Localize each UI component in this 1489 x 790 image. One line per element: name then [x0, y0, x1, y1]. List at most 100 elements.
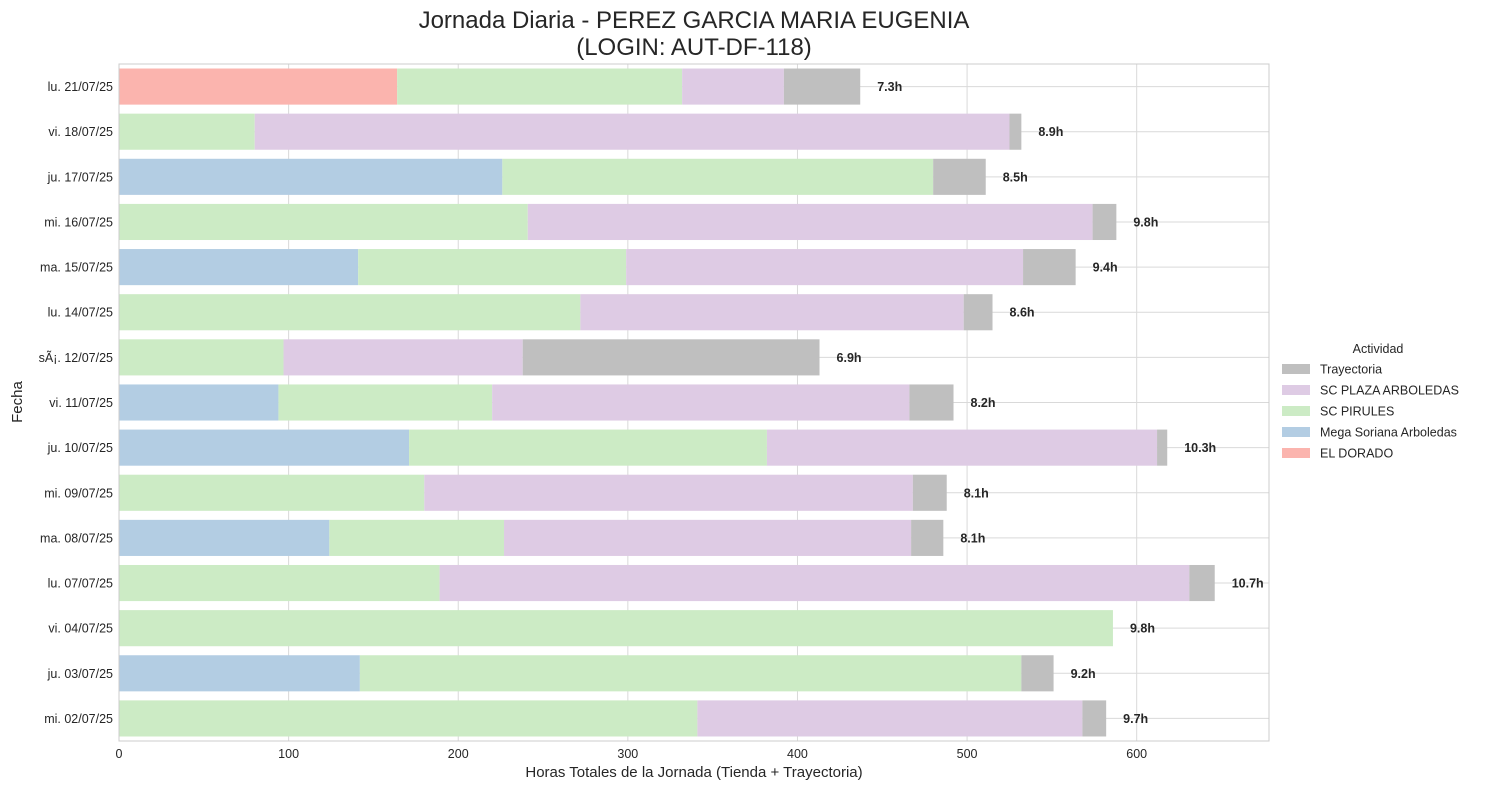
- bar-sc-pirules-8: [409, 429, 767, 466]
- bar-sc-pirules-13: [359, 655, 1022, 692]
- bar-sc-plaza-arboledas-5: [580, 294, 964, 331]
- bar-sc-plaza-arboledas-9: [424, 474, 913, 511]
- legend-swatch-sc-pirules: [1282, 406, 1310, 416]
- data-label-7: 8.2h: [971, 396, 996, 410]
- y-tick-label-13: ju. 03/07/25: [47, 667, 113, 681]
- bar-mega-soriana-arboledas-2: [119, 158, 503, 195]
- bar-sc-pirules-1: [119, 113, 255, 150]
- data-label-1: 8.9h: [1038, 125, 1063, 139]
- data-label-6: 6.9h: [837, 351, 862, 365]
- x-tick-label-0: 0: [116, 747, 123, 761]
- legend-swatch-el-dorado: [1282, 448, 1310, 458]
- y-tick-labels: lu. 21/07/25 vi. 18/07/25 ju. 17/07/25 mi. …: [39, 80, 113, 726]
- data-label-8: 10.3h: [1184, 441, 1216, 455]
- legend-swatch-sc-plaza-arboledas: [1282, 385, 1310, 395]
- x-tick-label-3: 300: [617, 747, 638, 761]
- y-tick-label-11: lu. 07/07/25: [48, 577, 113, 591]
- data-label-12: 9.8h: [1130, 622, 1155, 636]
- legend: Actividad Trayectoria SC PLAZA ARBOLEDAS S…: [1282, 342, 1459, 461]
- legend-label-sc-plaza-arboledas: SC PLAZA ARBOLEDAS: [1320, 384, 1459, 398]
- data-label-13: 9.2h: [1071, 667, 1096, 681]
- bar-sc-pirules-7: [278, 384, 493, 421]
- bar-trayectoria-10: [911, 519, 944, 556]
- y-tick-label-12: vi. 04/07/25: [48, 622, 113, 636]
- x-tick-label-1: 100: [278, 747, 299, 761]
- bar-mega-soriana-arboledas-10: [119, 519, 330, 556]
- legend-label-mega-soriana-arboledas: Mega Soriana Arboledas: [1320, 426, 1457, 440]
- y-tick-label-6: sÃ¡. 12/07/25: [39, 351, 113, 365]
- data-label-10: 8.1h: [960, 531, 985, 545]
- legend-title: Actividad: [1353, 342, 1404, 356]
- bar-sc-plaza-arboledas-3: [527, 203, 1093, 241]
- bar-trayectoria-4: [1023, 249, 1076, 286]
- x-tick-label-5: 500: [957, 747, 978, 761]
- bar-sc-pirules-4: [358, 249, 627, 286]
- bar-sc-plaza-arboledas-8: [766, 429, 1158, 466]
- bar-trayectoria-6: [522, 339, 820, 376]
- plot-frame: [118, 63, 1270, 742]
- legend-swatch-trayectoria: [1282, 364, 1310, 374]
- bar-sc-pirules-14: [119, 700, 698, 737]
- bar-sc-pirules-12: [119, 610, 1113, 647]
- bars: [119, 68, 1215, 737]
- y-tick-label-14: mi. 02/07/25: [44, 712, 113, 726]
- chart-title-line1: Jornada Diaria - PEREZ GARCIA MARIA EUGE…: [419, 7, 970, 34]
- bar-trayectoria-1: [1009, 113, 1022, 150]
- bar-sc-pirules-5: [119, 294, 581, 331]
- data-label-2: 8.5h: [1003, 170, 1028, 184]
- data-label-3: 9.8h: [1133, 215, 1158, 229]
- x-tick-label-4: 400: [787, 747, 808, 761]
- bar-trayectoria-13: [1021, 655, 1054, 692]
- data-labels: 7.3h 8.9h 8.5h 9.8h 9.4h 8.6h 6.9h 8.2h 10.3h 8.1…: [837, 80, 1264, 726]
- bar-sc-pirules-0: [397, 68, 683, 105]
- chart-title-line2: (LOGIN: AUT-DF-118): [576, 34, 812, 61]
- bar-sc-plaza-arboledas-7: [492, 384, 910, 421]
- x-tick-label-6: 600: [1126, 747, 1147, 761]
- bar-trayectoria-3: [1092, 203, 1117, 241]
- data-label-11: 10.7h: [1232, 577, 1264, 591]
- y-tick-label-5: lu. 14/07/25: [48, 306, 113, 320]
- x-tick-label-2: 200: [448, 747, 469, 761]
- bar-trayectoria-0: [783, 68, 861, 105]
- y-tick-label-9: mi. 09/07/25: [44, 486, 113, 500]
- bar-mega-soriana-arboledas-13: [119, 655, 360, 692]
- data-label-4: 9.4h: [1093, 261, 1118, 275]
- bar-sc-plaza-arboledas-10: [504, 519, 912, 556]
- y-tick-label-7: vi. 11/07/25: [49, 396, 113, 410]
- bar-trayectoria-2: [933, 158, 986, 195]
- legend-label-sc-pirules: SC PIRULES: [1320, 405, 1394, 419]
- bar-mega-soriana-arboledas-4: [119, 249, 359, 286]
- bar-trayectoria-8: [1157, 429, 1168, 466]
- y-tick-label-2: ju. 17/07/25: [47, 170, 113, 184]
- legend-swatch-mega-soriana-arboledas: [1282, 427, 1310, 437]
- bar-trayectoria-9: [912, 474, 947, 511]
- data-label-9: 8.1h: [964, 486, 989, 500]
- bar-sc-plaza-arboledas-14: [697, 700, 1083, 737]
- bar-sc-plaza-arboledas-1: [254, 113, 1010, 150]
- bar-sc-plaza-arboledas-11: [439, 564, 1190, 602]
- legend-label-trayectoria: Trayectoria: [1320, 363, 1382, 377]
- y-tick-label-1: vi. 18/07/25: [48, 125, 113, 139]
- y-tick-label-8: ju. 10/07/25: [47, 441, 113, 455]
- bar-sc-pirules-6: [119, 339, 284, 376]
- y-tick-label-4: ma. 15/07/25: [40, 261, 113, 275]
- y-axis-label: Fecha: [9, 381, 26, 423]
- bar-sc-plaza-arboledas-6: [283, 339, 523, 376]
- y-tick-label-0: lu. 21/07/25: [48, 80, 113, 94]
- bar-mega-soriana-arboledas-8: [119, 429, 410, 466]
- bar-sc-pirules-11: [119, 564, 440, 602]
- data-label-5: 8.6h: [1010, 306, 1035, 320]
- x-axis-label: Horas Totales de la Jornada (Tienda + Tr…: [525, 764, 862, 781]
- x-tick-labels: 0 100 200 300 400 500 600: [116, 747, 1148, 761]
- bar-el-dorado-0: [119, 68, 398, 105]
- data-label-0: 7.3h: [877, 80, 902, 94]
- y-tick-label-10: ma. 08/07/25: [40, 531, 113, 545]
- bar-trayectoria-7: [909, 384, 954, 421]
- bar-sc-pirules-3: [119, 203, 528, 241]
- bar-sc-plaza-arboledas-0: [682, 68, 784, 105]
- bar-mega-soriana-arboledas-7: [119, 384, 279, 421]
- bar-trayectoria-14: [1082, 700, 1107, 737]
- bar-trayectoria-11: [1189, 564, 1215, 602]
- bar-sc-pirules-2: [502, 158, 934, 195]
